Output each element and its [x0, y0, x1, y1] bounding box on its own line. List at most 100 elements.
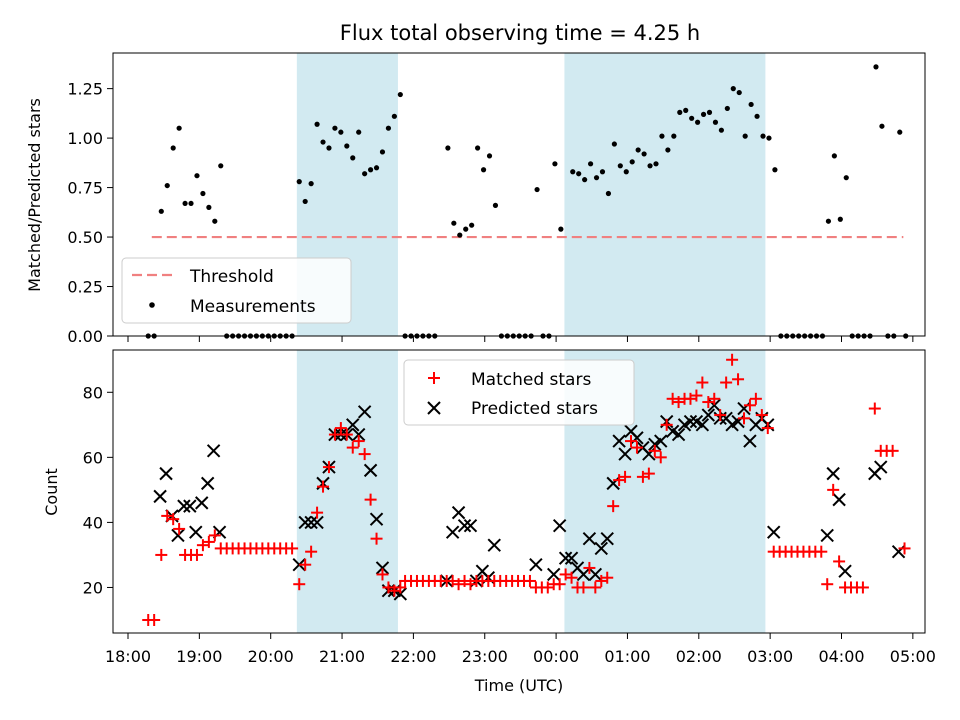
measurement-point [385, 125, 392, 131]
matched-star-marker [714, 409, 727, 422]
measurement-point [683, 107, 689, 113]
predicted-star-marker [767, 525, 781, 539]
measurement-point [742, 133, 748, 139]
legend-measurements-swatch [149, 302, 155, 308]
predicted-star-marker [564, 551, 579, 565]
matched-star-marker [305, 545, 318, 558]
matched-star-marker [583, 561, 596, 574]
matched-star-marker [328, 428, 341, 441]
predicted-star-marker [588, 567, 603, 582]
measurement-point [373, 165, 380, 171]
measurement-point [599, 169, 606, 175]
measurement-point [754, 113, 760, 119]
matched-star-marker [589, 581, 602, 594]
matched-star-marker [642, 467, 655, 480]
predicted-star-marker [171, 528, 185, 543]
predicted-star-marker [618, 447, 632, 461]
predicted-star-marker [582, 531, 597, 546]
x-tick-label: 21:00 [319, 647, 365, 666]
predicted-star-marker [451, 505, 466, 520]
matched-star-marker [743, 399, 756, 412]
predicted-star-marker [200, 476, 215, 491]
measurement-point [314, 121, 320, 127]
predicted-star-marker [832, 492, 846, 507]
predicted-star-marker [547, 567, 561, 582]
predicted-star-marker [310, 515, 324, 530]
matched-star-marker [553, 578, 566, 591]
matched-star-marker [660, 418, 673, 431]
measurement-point [843, 175, 849, 181]
predicted-star-marker [671, 427, 686, 442]
matched-star-marker [625, 435, 638, 448]
measurement-point [748, 101, 754, 108]
measurement-point [492, 202, 499, 208]
matched-star-marker [755, 409, 768, 422]
measurement-point [534, 186, 540, 193]
matched-star-marker [708, 392, 721, 405]
measurement-point [206, 204, 212, 210]
bottom-legend: Matched stars Predicted stars [403, 359, 635, 426]
measurement-point [623, 169, 629, 175]
x-tick-label: 04:00 [818, 647, 864, 666]
matched-star-marker [648, 444, 661, 457]
measurement-point [188, 200, 194, 207]
predicted-star-marker [701, 408, 716, 422]
top-legend-box [121, 257, 352, 324]
measurement-point [176, 125, 182, 131]
y-tick-label: 20 [83, 578, 103, 597]
matched-star-marker [352, 435, 365, 448]
measurement-point [158, 208, 164, 214]
legend-predicted-swatch [427, 401, 441, 415]
measurement-point [730, 86, 736, 92]
top-shaded-regions [296, 53, 766, 336]
predicted-star-marker [445, 525, 460, 539]
measurement-point [469, 222, 475, 228]
measurement-point [397, 91, 403, 98]
y-tick-label: 0.75 [67, 179, 103, 198]
measurement-point [772, 167, 778, 173]
matched-star-marker [334, 422, 347, 435]
measurement-point [379, 149, 386, 155]
matched-star-marker [886, 444, 899, 457]
chart-title: Flux total observing time = 4.25 h [340, 21, 700, 45]
matched-star-marker [299, 558, 312, 571]
predicted-star-marker [363, 463, 378, 478]
predicted-star-marker [351, 427, 366, 442]
measurement-point [677, 109, 683, 115]
measurement-point [629, 159, 635, 165]
measurement-point [712, 119, 719, 125]
predicted-star-marker [206, 444, 221, 458]
measurement-point [570, 169, 576, 175]
measurement-point [593, 175, 600, 181]
matched-star-marker [202, 535, 215, 548]
matched-star-marker [630, 441, 643, 454]
matched-star-marker [690, 389, 703, 402]
predicted-star-marker [743, 434, 757, 448]
measurement-point [671, 133, 677, 139]
matched-star-marker [370, 532, 383, 545]
matched-star-marker [155, 548, 168, 561]
y-tick-label: 0.00 [67, 327, 103, 346]
predicted-star-marker [457, 518, 472, 533]
measurement-point [617, 163, 623, 169]
y-tick-label: 40 [83, 513, 103, 532]
top-legend: Threshold Measurements [121, 257, 352, 324]
predicted-star-marker [838, 564, 852, 578]
measurement-point [659, 133, 665, 139]
predicted-star-marker [820, 528, 834, 543]
matched-star-marker [749, 392, 762, 405]
matched-star-marker [827, 483, 840, 496]
measurement-point [897, 129, 903, 135]
matched-star-marker [696, 376, 709, 389]
predicted-star-marker [826, 466, 840, 481]
matched-star-marker [868, 402, 881, 415]
shaded-interval [564, 53, 766, 336]
matched-star-marker [167, 513, 180, 526]
predicted-star-marker [654, 434, 668, 448]
predicted-star-marker [695, 418, 710, 432]
matched-star-marker [364, 493, 377, 506]
matched-star-marker [322, 461, 335, 474]
matched-star-marker [376, 568, 389, 581]
matched-star-marker [856, 581, 869, 594]
matched-star-marker [720, 376, 733, 389]
